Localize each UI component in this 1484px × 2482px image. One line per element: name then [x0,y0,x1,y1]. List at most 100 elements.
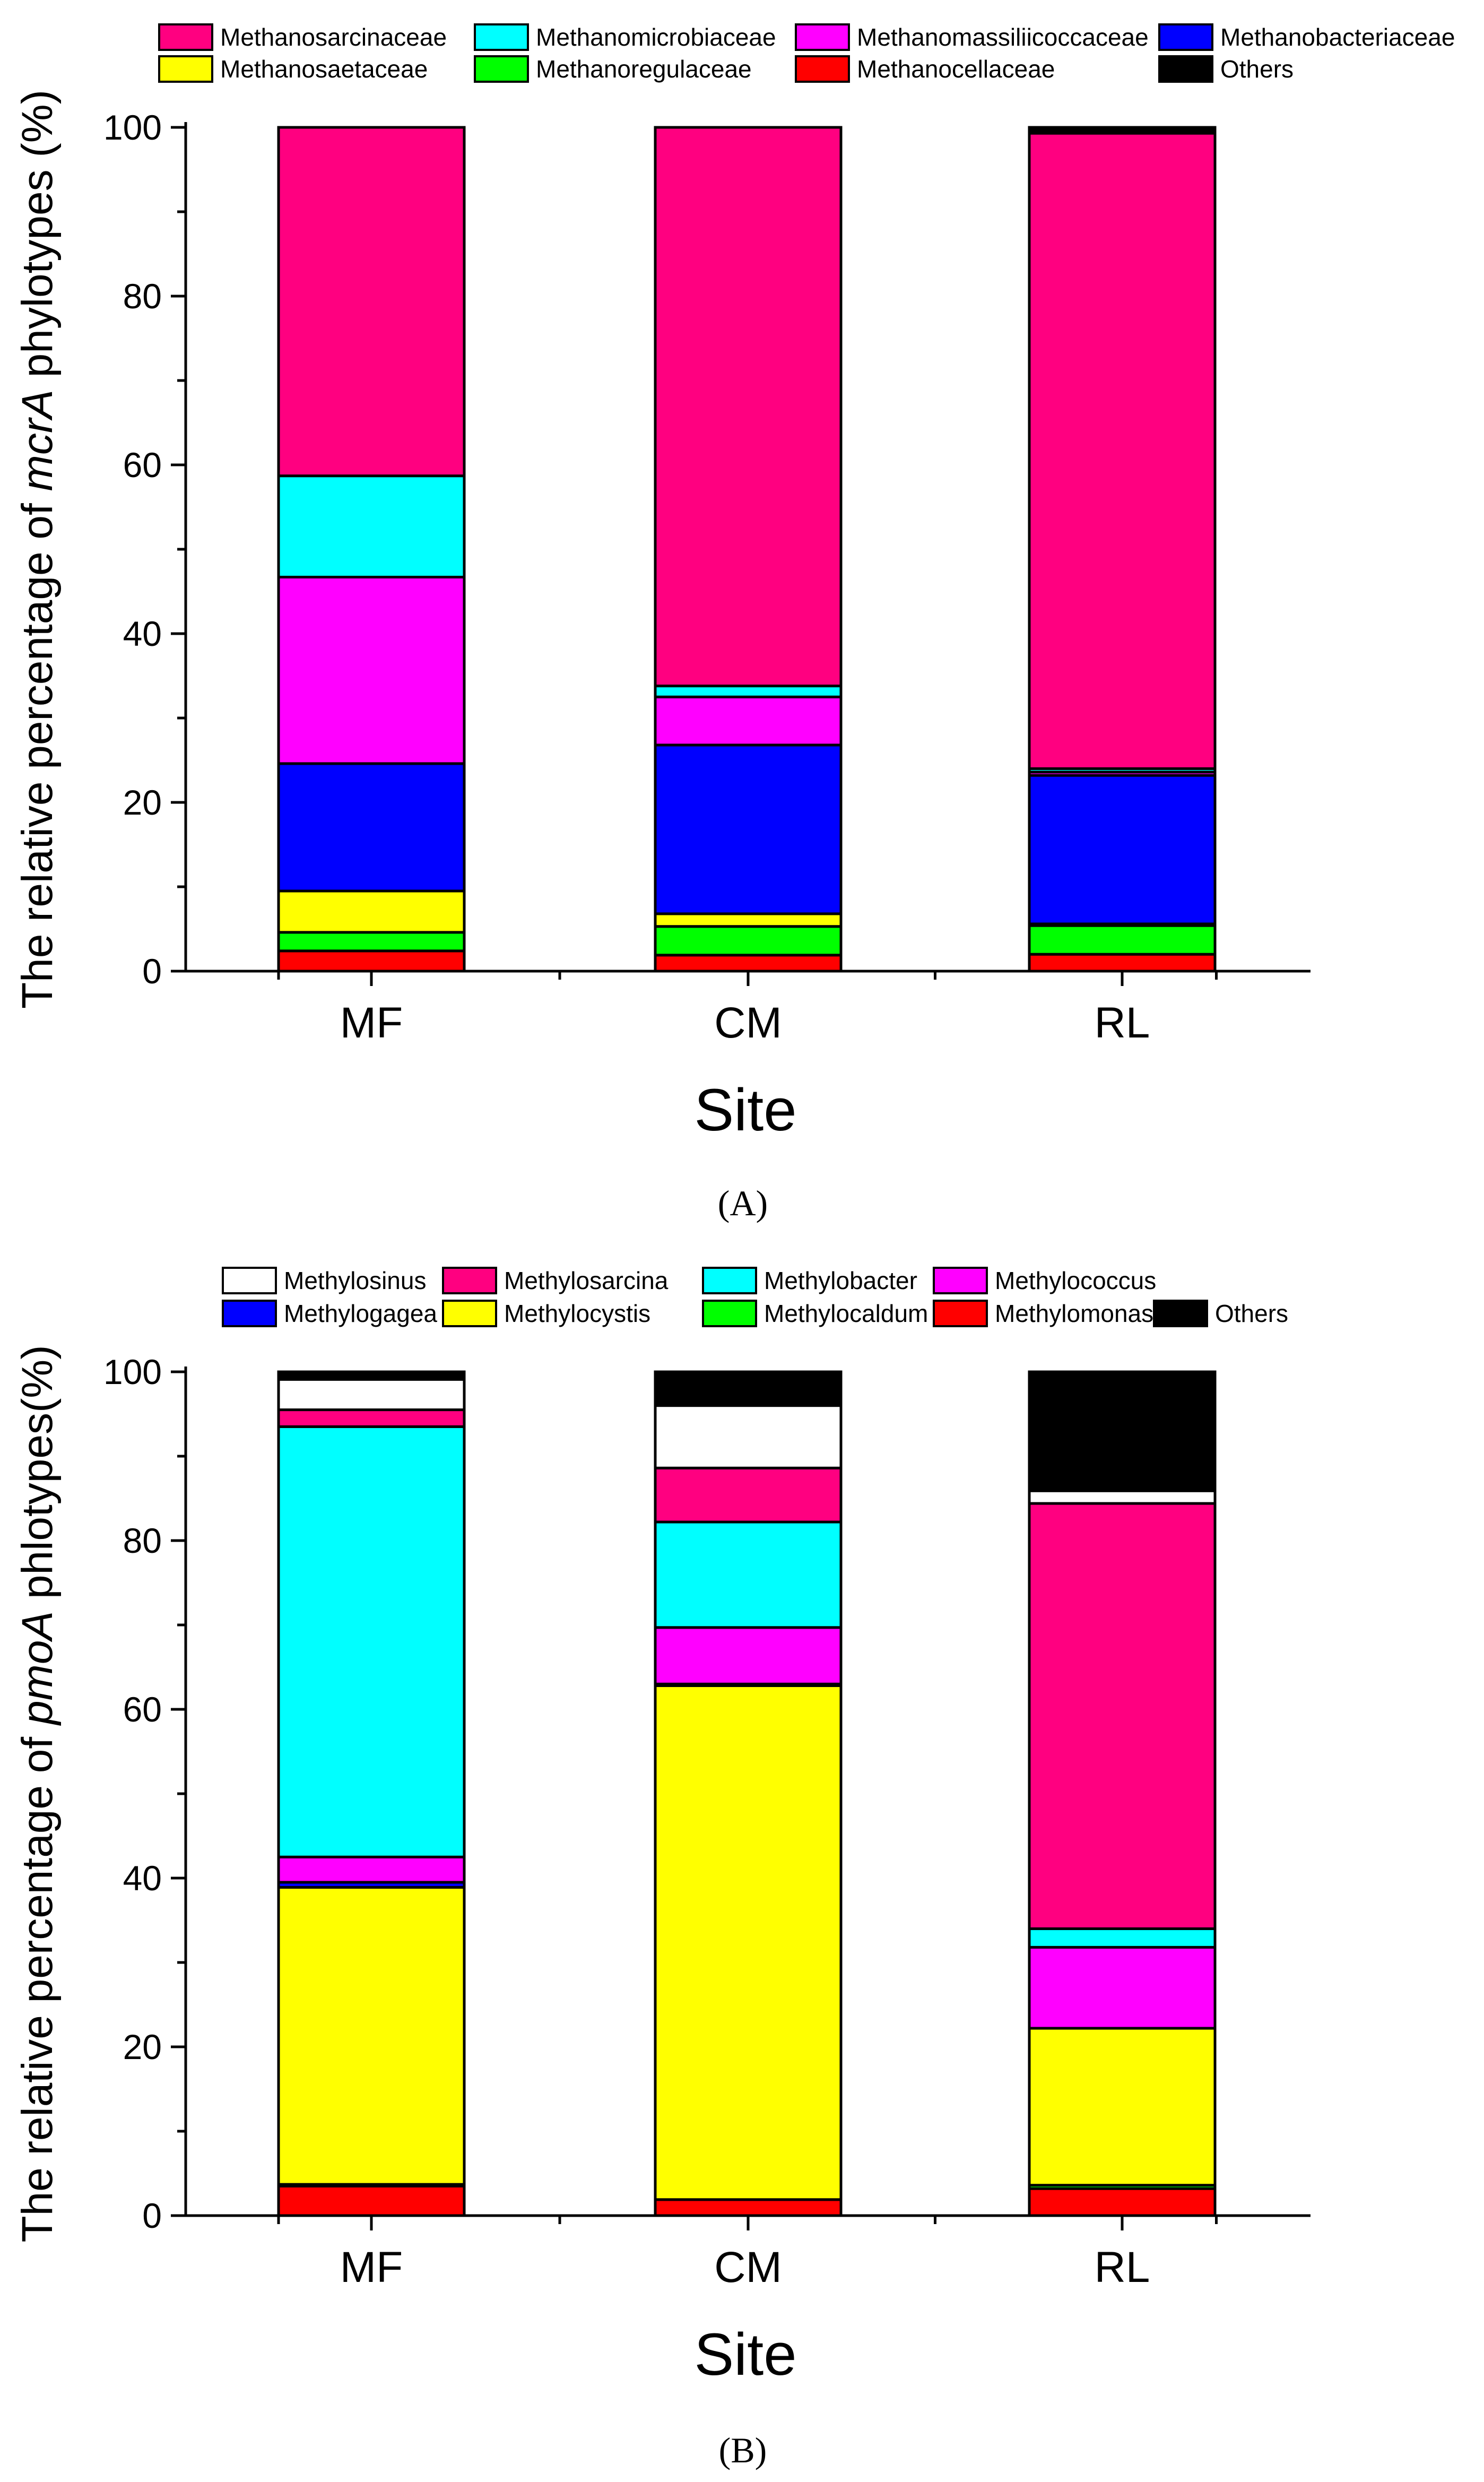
y-axis-title-part: mcrA [13,390,62,491]
panel-label-b: (B) [719,2430,767,2470]
x-tick-label-rl: RL [1095,2243,1150,2291]
legend-swatch-methylocaldum [702,1300,757,1327]
x-tick-label-mf: MF [340,999,403,1047]
bar-segment-methylomonas-mf [277,2184,466,2217]
legend-label-others: Others [1215,1300,1288,1327]
y-tick-label: 100 [103,108,162,147]
bar-segment-methylococcus-cm [654,1626,843,1685]
legend-label-methanomicrobiaceae: Methanomicrobiaceae [536,23,776,51]
bar-segment-methanosaetaceae-cm [654,912,843,928]
legend-swatch-others [1158,55,1213,83]
y-tick-label: 100 [103,1352,162,1391]
bar-segment-methylocystis-rl [1028,2027,1217,2187]
legend-swatch-methanomicrobiaceae [474,23,529,51]
y-axis-title-part: phlotypes(%) [13,1345,62,1611]
legend-a: Methanosarcinaceae Methanomicrobiaceae Met… [158,23,1455,83]
y-axis-title-a: The relative percentage of mcrA phylotyp… [13,90,62,1009]
legend-label-methylobacter: Methylobacter [764,1267,917,1294]
bar-segment-methanocellaceae-mf [277,949,466,973]
bar-segment-methylosinus-cm [654,1404,843,1469]
legend-swatch-methanosaetaceae [158,55,213,83]
y-tick-label: 0 [142,952,162,991]
legend-label-methanoregulaceae: Methanoregulaceae [536,55,752,83]
bar-segment-methylosarcina-mf [277,1408,466,1428]
chart-panel-b: Methylosinus Methylosarcina Methylobacter M… [13,1267,1311,2470]
bar-segment-methylobacter-rl [1028,1927,1217,1949]
bar-segment-methylobacter-cm [654,1520,843,1629]
y-tick-label: 60 [123,445,162,485]
bar-segment-methanobacteriaceae-rl [1028,774,1217,926]
legend-label-methanosarcinaceae: Methanosarcinaceae [220,23,447,51]
bar-segment-methylosarcina-rl [1028,1502,1217,1930]
bar-segment-methanomassiliicoccaceae-mf [277,575,466,765]
legend-swatch-others [1153,1300,1208,1327]
bar-segment-methanocellaceae-cm [654,954,843,973]
bar-segment-methylosinus-rl [1028,1489,1217,1505]
bar-segment-methanocellaceae-rl [1028,953,1217,973]
legend-b: Methylosinus Methylosarcina Methylobacter M… [222,1267,1288,1327]
legend-swatch-methylobacter [702,1267,757,1294]
bar-segment-others-rl [1028,1370,1217,1492]
y-axis-title-part: The relative percentage of [13,1725,62,2242]
bar-segment-methanomicrobiaceae-cm [654,685,843,698]
legend-swatch-methanosarcinaceae [158,23,213,51]
x-axis-title-b: Site [695,2321,797,2388]
bar-segment-methanobacteriaceae-cm [654,743,843,915]
legend-swatch-methylosinus [222,1267,277,1294]
bar-segment-methanosaetaceae-mf [277,889,466,934]
y-axis-title-part: The relative percentage of [13,491,62,1008]
y-tick-label: 80 [123,1521,162,1560]
legend-label-methylococcus: Methylococcus [995,1267,1156,1294]
legend-swatch-methylocystis [442,1300,497,1327]
bar-segment-methylocystis-mf [277,1886,466,2186]
panel-label-a: (A) [718,1183,768,1223]
bar-segment-methanoregulaceae-mf [277,931,466,953]
y-tick-label: 40 [123,1858,162,1898]
legend-swatch-methylogagea [222,1300,277,1327]
legend-label-methylosinus: Methylosinus [284,1267,426,1294]
plot-area-b: 0 20 40 60 80 100 MF CM RL [103,1352,1311,2291]
y-axis-title-part: pmoA [13,1611,62,1726]
legend-swatch-methanoregulaceae [474,55,529,83]
bar-segment-methylomonas-rl [1028,2187,1217,2217]
bar-segment-methylosarcina-cm [654,1466,843,1524]
x-tick-label-mf: MF [340,2243,403,2291]
bar-segment-methylosinus-mf [277,1378,466,1412]
legend-swatch-methylomonas [933,1300,988,1327]
y-tick-label: 20 [123,2027,162,2066]
bar-segment-methanosarcinaceae-mf [277,126,466,478]
bar-segment-methanosarcinaceae-cm [654,126,843,688]
bar-segment-methylococcus-rl [1028,1945,1217,2030]
legend-swatch-methylosarcina [442,1267,497,1294]
bar-segment-others-rl [1028,126,1217,135]
bar-segment-methanomicrobiaceae-mf [277,474,466,578]
x-axis-title-a: Site [695,1077,797,1143]
bar-segment-methylocystis-cm [654,1684,843,2201]
y-tick-label: 60 [123,1690,162,1729]
bar-segment-methanosarcinaceae-rl [1028,132,1217,770]
x-tick-label-rl: RL [1095,999,1150,1047]
bar-segment-methanoregulaceae-rl [1028,924,1217,956]
bar-segment-others-mf [277,1370,466,1381]
plot-area-a: 0 20 40 60 80 100 MF CM RL [103,108,1311,1047]
legend-label-methylogagea: Methylogagea [284,1300,437,1327]
bar-segment-methanomassiliicoccaceae-cm [654,695,843,747]
legend-label-methylocaldum: Methylocaldum [764,1300,928,1327]
x-tick-label-cm: CM [714,999,782,1047]
legend-swatch-methanobacteriaceae [1158,23,1213,51]
y-axis-title-b: The relative percentage of pmoA phlotype… [13,1345,62,2242]
y-axis-title-part: phylotypes (%) [13,90,62,390]
legend-label-methanobacteriaceae: Methanobacteriaceae [1220,23,1455,51]
chart-panel-a: Methanosarcinaceae Methanomicrobiaceae Met… [13,23,1455,1223]
bar-segment-methylomonas-cm [654,2198,843,2217]
legend-label-methylomonas: Methylomonas [995,1300,1153,1327]
legend-label-methanocellaceae: Methanocellaceae [857,55,1055,83]
bar-segment-others-cm [654,1370,843,1407]
legend-swatch-methanomassiliicoccaceae [795,23,850,51]
legend-label-methanomassiliicoccaceae: Methanomassiliicoccaceae [857,23,1149,51]
y-tick-label: 40 [123,614,162,653]
legend-swatch-methanocellaceae [795,55,850,83]
legend-label-methylosarcina: Methylosarcina [504,1267,669,1294]
bar-segment-methanoregulaceae-cm [654,925,843,957]
